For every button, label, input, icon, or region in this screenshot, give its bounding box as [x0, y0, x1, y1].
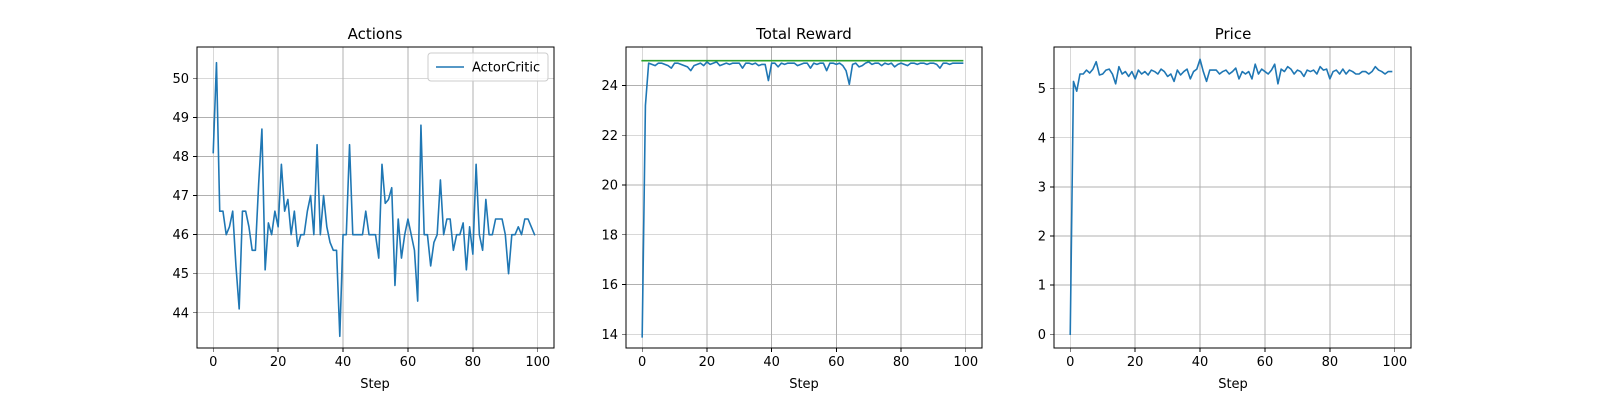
price-y-tick-label: 0 [1038, 328, 1046, 343]
actions-series-line-0 [212, 61, 536, 338]
price-x-tick-label: 100 [1382, 355, 1407, 370]
total-reward-x-tick-label: 0 [638, 355, 646, 370]
total-reward-y-tick-label: 16 [601, 278, 618, 293]
price-axes-frame [1053, 46, 1412, 349]
price-x-axis: 0 20 40 60 80 100 [1066, 348, 1407, 370]
total-reward-series-group [641, 59, 964, 338]
total-reward-x-tick-label: 40 [763, 355, 780, 370]
actions-x-tick-label: 80 [465, 355, 482, 370]
actions-legend: ActorCritic [427, 52, 549, 82]
actions-legend-box [427, 52, 549, 82]
actions-axes-frame [196, 46, 555, 349]
price-grid [1054, 47, 1411, 348]
price-y-tick-label: 5 [1038, 82, 1046, 97]
total-reward-y-axis: 14 16 18 20 22 24 [601, 79, 626, 343]
actions-x-axis: 0 20 40 60 80 100 [209, 348, 550, 370]
price-title: Price [1215, 25, 1252, 43]
total-reward-x-tick-label: 100 [953, 355, 978, 370]
actions-y-tick-label: 48 [172, 150, 189, 165]
total-reward-x-tick-label: 60 [828, 355, 845, 370]
price-y-tick-label: 3 [1038, 180, 1046, 195]
actions-grid [197, 47, 554, 348]
total-reward-y-tick-label: 20 [601, 179, 618, 194]
price-x-tick-label: 40 [1192, 355, 1209, 370]
actions-x-tick-label: 100 [525, 355, 550, 370]
actions-title: Actions [348, 25, 403, 43]
actions-y-tick-label: 44 [172, 306, 189, 321]
price-xlabel: Step [1218, 377, 1248, 392]
actions-y-tick-label: 45 [172, 267, 189, 282]
price-y-tick-label: 4 [1038, 131, 1046, 146]
actions-legend-label: ActorCritic [472, 61, 540, 76]
actions-y-axis: 44 45 46 47 48 49 50 [172, 72, 197, 321]
total-reward-y-tick-label: 14 [601, 328, 618, 343]
price-x-tick-label: 80 [1322, 355, 1339, 370]
actions-y-tick-label: 49 [172, 111, 189, 126]
actions-xlabel: Step [360, 377, 390, 392]
actions-x-tick-label: 60 [400, 355, 417, 370]
price-series-group [1069, 58, 1393, 336]
total-reward-axes-frame [625, 46, 983, 349]
actions-y-tick-label: 50 [172, 72, 189, 87]
total-reward-x-tick-label: 80 [893, 355, 910, 370]
price-y-axis: 0 1 2 3 4 5 [1038, 82, 1054, 343]
price-x-tick-label: 0 [1066, 355, 1074, 370]
price-x-tick-label: 20 [1127, 355, 1144, 370]
total-reward-subplot: Total Reward Step 0 20 40 60 80 100 14 16 18 20 22… [601, 25, 983, 392]
actions-x-tick-label: 40 [335, 355, 352, 370]
price-y-tick-label: 1 [1038, 279, 1046, 294]
total-reward-y-tick-label: 22 [601, 129, 618, 144]
total-reward-xlabel: Step [789, 377, 819, 392]
actions-x-tick-label: 0 [209, 355, 217, 370]
price-subplot: Price Step 0 20 40 60 80 100 0 1 2 3 4 5 [1038, 25, 1412, 392]
actions-series-group [212, 61, 536, 338]
price-y-tick-label: 2 [1038, 230, 1046, 245]
total-reward-y-tick-label: 18 [601, 228, 618, 243]
total-reward-x-tick-label: 20 [699, 355, 716, 370]
actions-x-tick-label: 20 [270, 355, 287, 370]
price-x-tick-label: 60 [1257, 355, 1274, 370]
total-reward-x-axis: 0 20 40 60 80 100 [638, 348, 978, 370]
actions-subplot: Actions Step 0 20 40 60 80 100 44 45 46 47 48 49 50 A… [172, 25, 555, 392]
total-reward-y-tick-label: 24 [601, 79, 618, 94]
total-reward-title: Total Reward [755, 25, 852, 43]
actions-y-tick-label: 47 [172, 189, 189, 204]
actions-y-tick-label: 46 [172, 228, 189, 243]
total-reward-series-line-0 [641, 61, 964, 338]
price-series-line-0 [1069, 58, 1393, 336]
